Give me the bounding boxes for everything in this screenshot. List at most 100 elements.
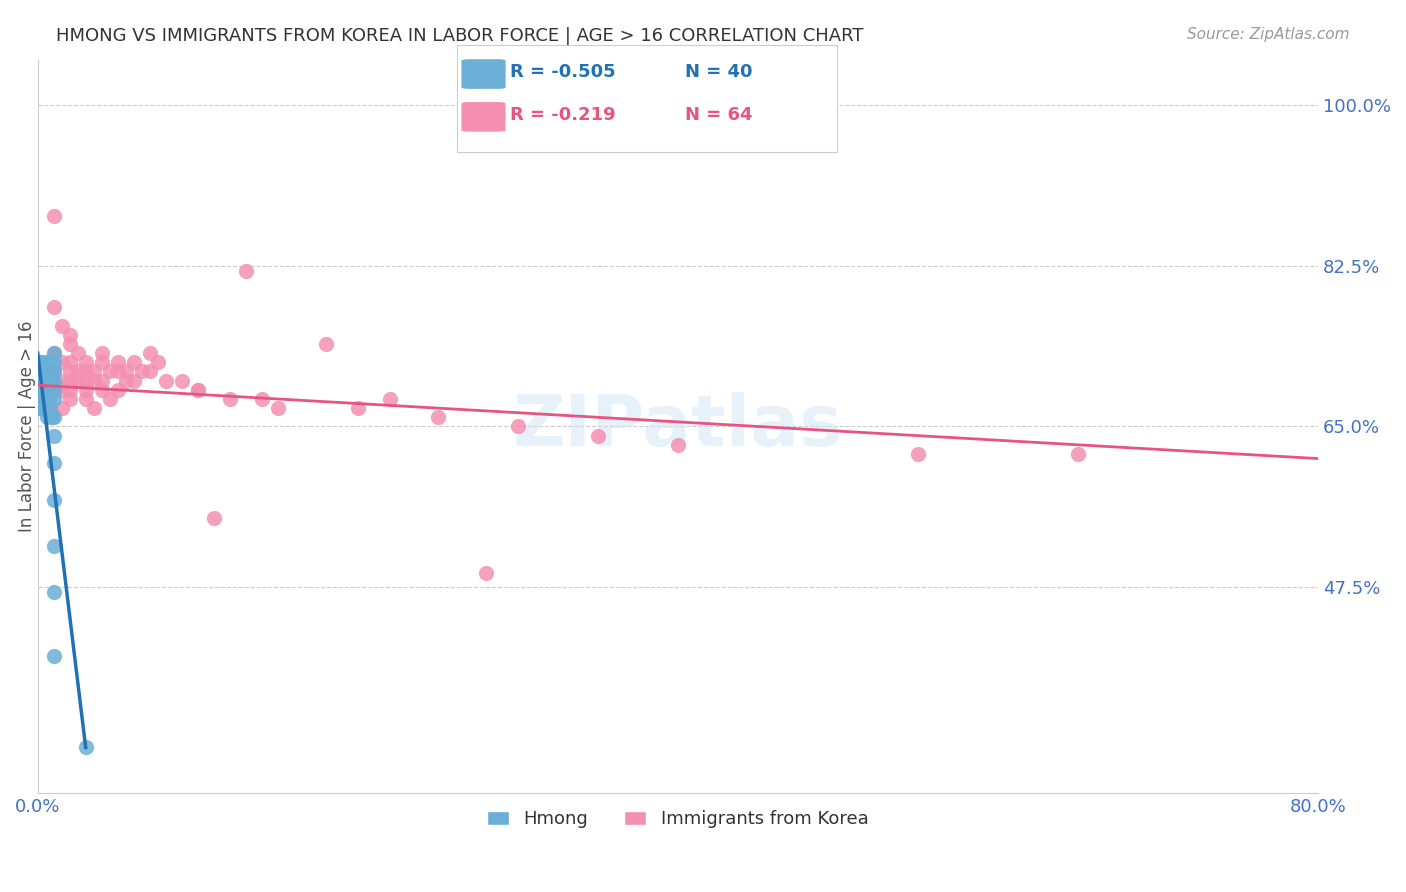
Immigrants from Korea xyxy=(59,337,82,351)
Immigrants from Korea xyxy=(346,401,368,416)
Immigrants from Korea xyxy=(138,346,160,360)
Hmong xyxy=(41,410,63,425)
Hmong xyxy=(42,392,65,406)
Hmong xyxy=(42,584,65,599)
Immigrants from Korea xyxy=(218,392,240,406)
Immigrants from Korea xyxy=(66,374,89,388)
Immigrants from Korea xyxy=(51,374,73,388)
Hmong xyxy=(30,355,52,369)
Hmong xyxy=(28,392,51,406)
Hmong xyxy=(30,401,52,416)
Immigrants from Korea xyxy=(59,355,82,369)
Text: HMONG VS IMMIGRANTS FROM KOREA IN LABOR FORCE | AGE > 16 CORRELATION CHART: HMONG VS IMMIGRANTS FROM KOREA IN LABOR … xyxy=(56,27,863,45)
Immigrants from Korea xyxy=(83,364,105,378)
Text: ZIPatlas: ZIPatlas xyxy=(513,392,844,461)
Immigrants from Korea xyxy=(907,447,929,461)
Immigrants from Korea xyxy=(202,511,225,525)
Hmong xyxy=(42,648,65,663)
Immigrants from Korea xyxy=(155,374,177,388)
Hmong xyxy=(38,355,60,369)
Immigrants from Korea xyxy=(315,337,337,351)
Text: R = -0.219: R = -0.219 xyxy=(510,106,616,124)
Immigrants from Korea xyxy=(107,355,129,369)
Immigrants from Korea xyxy=(98,392,121,406)
Immigrants from Korea xyxy=(426,410,449,425)
Hmong xyxy=(30,392,52,406)
Hmong xyxy=(42,539,65,553)
Text: N = 40: N = 40 xyxy=(685,63,752,81)
Immigrants from Korea xyxy=(475,566,498,581)
Immigrants from Korea xyxy=(51,383,73,397)
Immigrants from Korea xyxy=(107,383,129,397)
Immigrants from Korea xyxy=(586,428,609,442)
Immigrants from Korea xyxy=(42,300,65,314)
Immigrants from Korea xyxy=(90,374,112,388)
Immigrants from Korea xyxy=(42,346,65,360)
Hmong xyxy=(34,355,56,369)
Immigrants from Korea xyxy=(122,355,145,369)
Legend: Hmong, Immigrants from Korea: Hmong, Immigrants from Korea xyxy=(481,803,876,836)
Immigrants from Korea xyxy=(235,263,257,277)
Text: R = -0.505: R = -0.505 xyxy=(510,63,616,81)
Immigrants from Korea xyxy=(42,383,65,397)
Immigrants from Korea xyxy=(90,355,112,369)
Immigrants from Korea xyxy=(506,419,529,434)
Hmong xyxy=(38,392,60,406)
Immigrants from Korea xyxy=(75,392,97,406)
Immigrants from Korea xyxy=(42,209,65,223)
Immigrants from Korea xyxy=(138,364,160,378)
Hmong xyxy=(30,383,52,397)
Text: N = 64: N = 64 xyxy=(685,106,752,124)
Hmong xyxy=(42,374,65,388)
Immigrants from Korea xyxy=(170,374,193,388)
Immigrants from Korea xyxy=(90,383,112,397)
Hmong xyxy=(42,492,65,507)
FancyBboxPatch shape xyxy=(461,102,506,132)
Hmong xyxy=(37,364,59,378)
Immigrants from Korea xyxy=(267,401,290,416)
Immigrants from Korea xyxy=(1067,447,1090,461)
Immigrants from Korea xyxy=(59,374,82,388)
Hmong xyxy=(42,383,65,397)
Text: Source: ZipAtlas.com: Source: ZipAtlas.com xyxy=(1187,27,1350,42)
Hmong xyxy=(34,374,56,388)
Immigrants from Korea xyxy=(122,374,145,388)
Hmong xyxy=(39,401,62,416)
Immigrants from Korea xyxy=(75,355,97,369)
Immigrants from Korea xyxy=(59,392,82,406)
Hmong xyxy=(42,346,65,360)
Hmong xyxy=(30,364,52,378)
Immigrants from Korea xyxy=(90,346,112,360)
Immigrants from Korea xyxy=(187,383,209,397)
Immigrants from Korea xyxy=(107,364,129,378)
Hmong xyxy=(42,456,65,470)
Immigrants from Korea xyxy=(378,392,401,406)
Hmong xyxy=(42,428,65,442)
Y-axis label: In Labor Force | Age > 16: In Labor Force | Age > 16 xyxy=(18,321,35,533)
Immigrants from Korea xyxy=(59,327,82,342)
Immigrants from Korea xyxy=(146,355,169,369)
Immigrants from Korea xyxy=(75,364,97,378)
Immigrants from Korea xyxy=(98,364,121,378)
Hmong xyxy=(28,355,51,369)
Hmong xyxy=(34,401,56,416)
Immigrants from Korea xyxy=(131,364,153,378)
Hmong xyxy=(39,364,62,378)
Hmong xyxy=(31,383,53,397)
Immigrants from Korea xyxy=(187,383,209,397)
Hmong xyxy=(32,364,55,378)
Immigrants from Korea xyxy=(250,392,273,406)
Hmong xyxy=(31,374,53,388)
Hmong xyxy=(41,374,63,388)
Hmong xyxy=(37,383,59,397)
Immigrants from Korea xyxy=(83,401,105,416)
Hmong xyxy=(42,355,65,369)
Immigrants from Korea xyxy=(51,401,73,416)
Immigrants from Korea xyxy=(51,355,73,369)
Immigrants from Korea xyxy=(66,346,89,360)
Immigrants from Korea xyxy=(59,364,82,378)
Immigrants from Korea xyxy=(66,364,89,378)
Immigrants from Korea xyxy=(114,374,136,388)
Immigrants from Korea xyxy=(114,364,136,378)
Hmong xyxy=(28,401,51,416)
